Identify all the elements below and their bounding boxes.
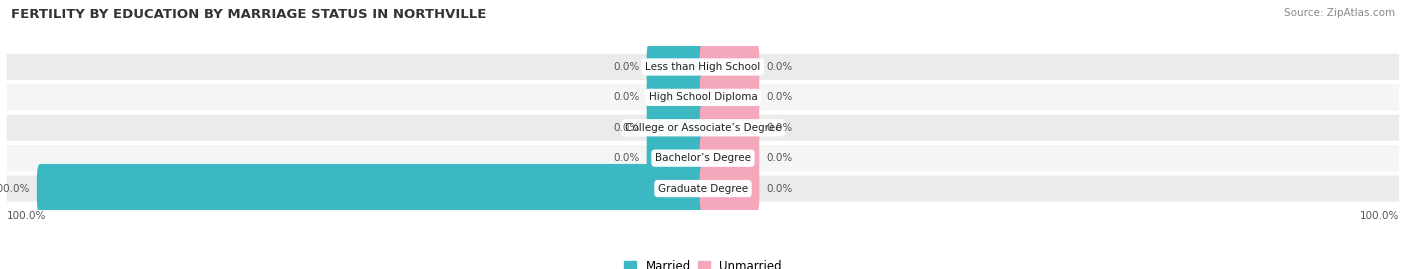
Text: 0.0%: 0.0% bbox=[766, 62, 792, 72]
FancyBboxPatch shape bbox=[7, 175, 1399, 202]
Text: 100.0%: 100.0% bbox=[7, 211, 46, 221]
FancyBboxPatch shape bbox=[7, 54, 1399, 80]
FancyBboxPatch shape bbox=[700, 73, 759, 122]
Text: 100.0%: 100.0% bbox=[0, 183, 30, 194]
Text: 100.0%: 100.0% bbox=[1360, 211, 1399, 221]
FancyBboxPatch shape bbox=[700, 164, 759, 213]
FancyBboxPatch shape bbox=[7, 84, 1399, 111]
Text: 0.0%: 0.0% bbox=[614, 92, 640, 102]
FancyBboxPatch shape bbox=[647, 103, 706, 153]
Legend: Married, Unmarried: Married, Unmarried bbox=[624, 260, 782, 269]
Text: College or Associate’s Degree: College or Associate’s Degree bbox=[624, 123, 782, 133]
Text: Less than High School: Less than High School bbox=[645, 62, 761, 72]
FancyBboxPatch shape bbox=[700, 43, 759, 92]
Text: 0.0%: 0.0% bbox=[766, 92, 792, 102]
FancyBboxPatch shape bbox=[647, 43, 706, 92]
FancyBboxPatch shape bbox=[37, 164, 706, 213]
Text: 0.0%: 0.0% bbox=[614, 153, 640, 163]
FancyBboxPatch shape bbox=[700, 133, 759, 183]
Text: 0.0%: 0.0% bbox=[766, 183, 792, 194]
Text: Bachelor’s Degree: Bachelor’s Degree bbox=[655, 153, 751, 163]
FancyBboxPatch shape bbox=[7, 145, 1399, 171]
Text: 0.0%: 0.0% bbox=[766, 123, 792, 133]
FancyBboxPatch shape bbox=[7, 115, 1399, 141]
FancyBboxPatch shape bbox=[647, 133, 706, 183]
Text: High School Diploma: High School Diploma bbox=[648, 92, 758, 102]
Text: Source: ZipAtlas.com: Source: ZipAtlas.com bbox=[1284, 8, 1395, 18]
Text: 0.0%: 0.0% bbox=[766, 153, 792, 163]
Text: Graduate Degree: Graduate Degree bbox=[658, 183, 748, 194]
Text: 0.0%: 0.0% bbox=[614, 123, 640, 133]
FancyBboxPatch shape bbox=[647, 73, 706, 122]
Text: FERTILITY BY EDUCATION BY MARRIAGE STATUS IN NORTHVILLE: FERTILITY BY EDUCATION BY MARRIAGE STATU… bbox=[11, 8, 486, 21]
FancyBboxPatch shape bbox=[700, 103, 759, 153]
Text: 0.0%: 0.0% bbox=[614, 62, 640, 72]
